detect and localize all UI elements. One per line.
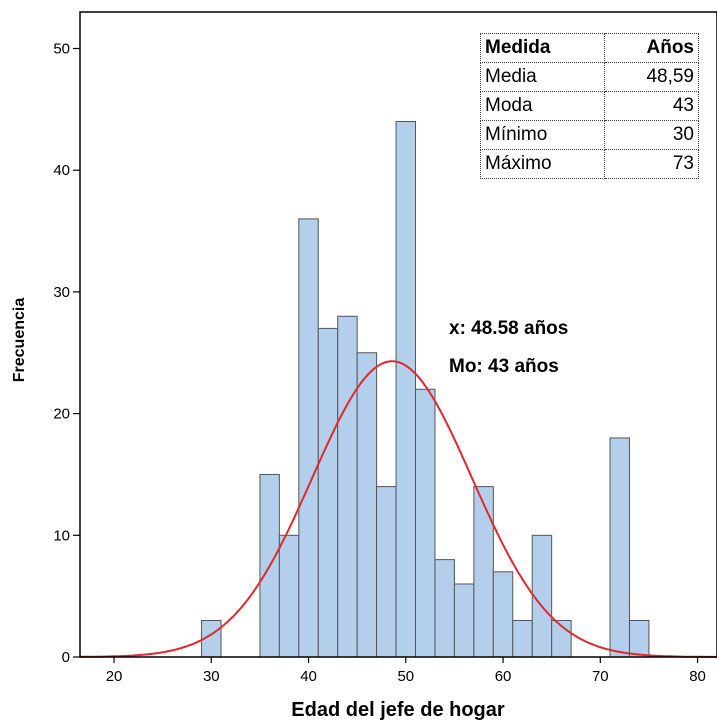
row-label: Mínimo [480, 120, 605, 150]
x-tick-label: 80 [689, 668, 706, 685]
x-tick-label: 30 [203, 668, 220, 685]
x-tick-label: 60 [495, 668, 512, 685]
row-value: 73 [604, 149, 699, 179]
histogram-bar [453, 583, 475, 658]
histogram-bar [473, 486, 494, 658]
y-tick-label: 50 [53, 41, 70, 58]
row-value: 43 [604, 91, 699, 121]
x-tick-label: 50 [397, 668, 414, 685]
table-row: Moda 43 [480, 91, 699, 121]
table-row: Máximo 73 [480, 149, 699, 179]
histogram-bars [201, 121, 650, 658]
table-header-row: Medida Años [480, 33, 699, 63]
y-axis: 0 10 20 30 40 50 [53, 41, 80, 666]
x-tick-label: 20 [106, 668, 123, 685]
row-value: 30 [604, 120, 699, 150]
y-tick-label: 30 [53, 284, 70, 301]
x-axis-title: Edad del jefe de hogar [291, 699, 505, 721]
table-row: Mínimo 30 [480, 120, 699, 150]
y-axis-title: Frecuencia [11, 298, 28, 383]
row-value: 48,59 [604, 62, 699, 92]
x-axis: 20 30 40 50 60 70 80 [106, 657, 706, 685]
histogram-bar [434, 559, 455, 658]
histogram-bar [395, 121, 417, 658]
header-measure: Medida [480, 33, 605, 63]
histogram-bar [317, 327, 339, 658]
histogram-bar [492, 571, 514, 658]
y-tick-label: 0 [62, 649, 70, 666]
plot-frame [79, 11, 717, 658]
stats-table: Medida Años Media 48,59 Moda 43 Mínimo 3… [480, 33, 699, 179]
header-years: Años [604, 33, 699, 63]
y-tick-label: 10 [53, 527, 70, 544]
x-tick-label: 40 [300, 668, 317, 685]
mode-annotation: Mo: 43 años [449, 356, 559, 377]
histogram-bar [376, 486, 397, 658]
table-row: Media 48,59 [480, 62, 699, 92]
row-label: Máximo [480, 149, 605, 179]
row-label: Moda [480, 91, 605, 121]
histogram-bar [298, 218, 319, 658]
histogram-bar [628, 619, 650, 658]
histogram-bar [337, 315, 358, 658]
y-tick-label: 20 [53, 406, 70, 423]
normal-curve [79, 360, 717, 658]
row-label: Media [480, 62, 605, 92]
histogram-bar [356, 352, 378, 658]
histogram-bar [609, 437, 630, 658]
mean-annotation: x: 48.58 años [449, 318, 568, 339]
histogram-bar [278, 534, 300, 658]
histogram-bar [512, 619, 533, 658]
y-tick-label: 40 [53, 162, 70, 179]
histogram-bar [415, 388, 436, 658]
x-tick-label: 70 [592, 668, 609, 685]
